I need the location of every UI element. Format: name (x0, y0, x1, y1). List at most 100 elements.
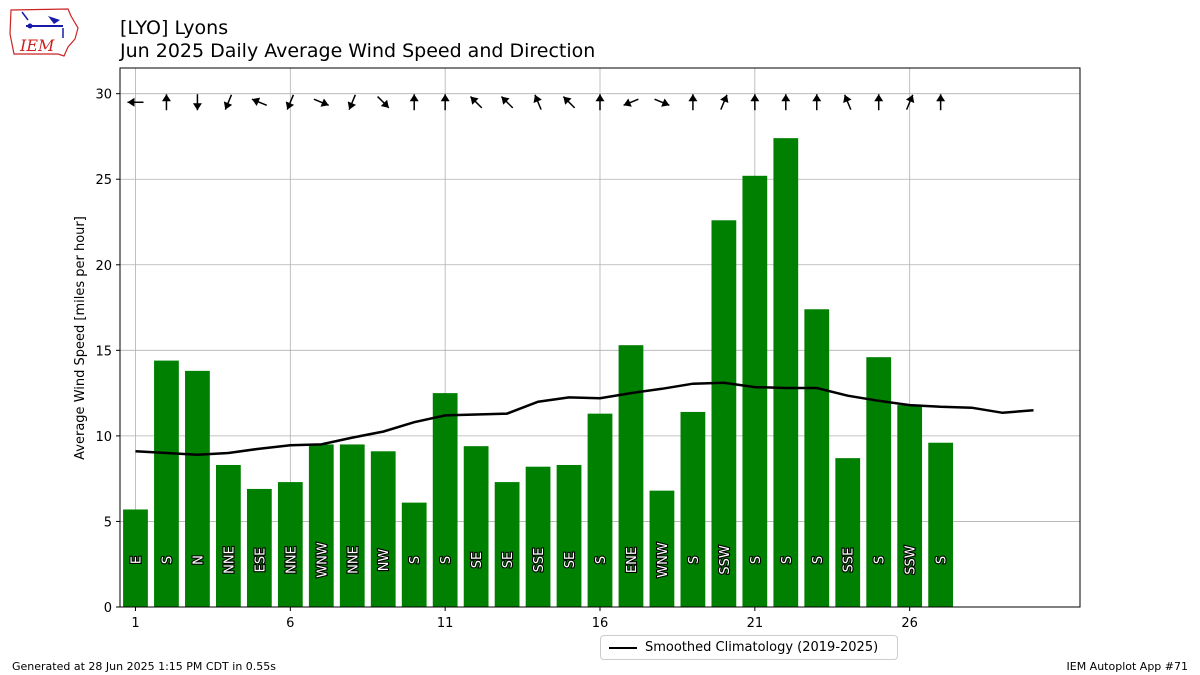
direction-label: WNW (315, 542, 330, 578)
wind-direction-arrow (595, 94, 605, 111)
arrow-head (320, 98, 329, 107)
generated-timestamp: Generated at 28 Jun 2025 1:15 PM CDT in … (12, 660, 277, 673)
arrow-head (812, 94, 822, 102)
wind-direction-arrow (192, 94, 202, 111)
wind-direction-arrow (936, 94, 946, 111)
direction-label: SE (563, 552, 578, 568)
wind-speed-bar (835, 458, 861, 607)
wind-speed-bar (804, 309, 830, 607)
arrow-head (409, 94, 419, 102)
wind-speed-bar (494, 482, 520, 607)
direction-label: NNE (346, 546, 361, 574)
arrow-head (251, 97, 261, 106)
arrow-head (936, 94, 946, 102)
y-axis-label: Average Wind Speed [miles per hour] (73, 216, 88, 460)
wind-direction-arrow (533, 94, 542, 110)
wind-speed-bar (742, 175, 768, 608)
wind-speed-bar (680, 411, 706, 607)
direction-label: S (935, 556, 950, 564)
wind-direction-arrow (781, 94, 791, 111)
chart-subtitle: Jun 2025 Daily Average Wind Speed and Di… (120, 40, 596, 62)
y-tick-label: 25 (95, 173, 112, 188)
wind-direction-arrow (623, 98, 639, 107)
arrow-head (781, 94, 791, 102)
arrow-head (380, 99, 389, 108)
wind-speed-bar (216, 464, 241, 607)
direction-label: ENE (625, 547, 640, 573)
app-credit: IEM Autoplot App #71 (1066, 660, 1189, 673)
wind-direction-arrow (720, 94, 729, 110)
chart-title: [LYO] Lyons (120, 17, 229, 39)
wind-speed-bar (339, 444, 365, 607)
climatology-line (135, 381, 1034, 456)
wind-speed-bar (711, 220, 737, 608)
iem-logo: IEM (9, 8, 79, 57)
x-tick-label: 21 (747, 616, 764, 631)
direction-label: S (749, 556, 764, 564)
wind-direction-arrow (874, 94, 884, 111)
wind-speed-bar (525, 466, 551, 607)
direction-label: SSW (904, 545, 919, 575)
direction-label: E (129, 556, 144, 564)
arrow-head (623, 98, 632, 107)
x-tick-label: 26 (901, 616, 918, 631)
arrow-head (720, 94, 729, 104)
direction-label: NNE (222, 546, 237, 574)
arrow-head (563, 96, 572, 105)
arrow-head (161, 94, 171, 102)
wind-speed-bar (618, 345, 644, 607)
arrow-head (661, 98, 670, 107)
wind-direction-arrow (654, 98, 670, 107)
direction-label: ESE (253, 548, 268, 573)
y-tick-label: 15 (95, 344, 112, 359)
arrow-head (843, 94, 852, 104)
arrow-head (595, 94, 605, 102)
direction-label: SE (470, 552, 485, 568)
wind-direction-arrow (161, 94, 171, 111)
wind-direction-arrow (562, 96, 576, 109)
arrow-head (501, 96, 510, 105)
direction-label: S (439, 556, 454, 564)
arrow-head (470, 96, 479, 105)
direction-label: SSE (842, 548, 857, 573)
direction-label: S (408, 556, 423, 564)
x-tick-label: 6 (286, 616, 294, 631)
arrow-head (347, 101, 357, 110)
arrow-head (440, 94, 450, 102)
x-tick-label: 16 (592, 616, 609, 631)
arrow-head (192, 103, 202, 111)
wind-speed-bar (432, 393, 458, 607)
wind-direction-arrow (223, 94, 233, 110)
wind-speed-bar (928, 442, 954, 607)
wind-direction-arrow (440, 94, 450, 111)
wind-speed-bar (587, 413, 613, 607)
arrow-head (750, 94, 760, 102)
direction-label: SSW (718, 545, 733, 575)
direction-label: WNW (656, 542, 671, 578)
legend-climatology-label: Smoothed Climatology (2019-2025) (645, 640, 879, 655)
direction-label: NNE (284, 546, 299, 574)
wind-direction-arrow (688, 94, 698, 111)
wind-direction-arrow (469, 96, 483, 109)
wind-speed-bar (308, 444, 334, 607)
arrow-head (223, 101, 233, 110)
wind-speed-bar (370, 451, 396, 607)
arrow-head (127, 97, 135, 107)
wind-speed-bar (154, 360, 179, 607)
wind-speed-bar (649, 490, 675, 607)
wind-direction-arrow (347, 94, 357, 110)
direction-label: SSE (532, 548, 547, 573)
wind-speed-bar (246, 488, 272, 607)
direction-label: S (160, 556, 175, 564)
direction-label: S (780, 556, 795, 564)
direction-label: S (873, 556, 888, 564)
wind-direction-arrow (251, 97, 268, 106)
x-tick-label: 11 (437, 616, 454, 631)
wind-direction-arrow (750, 94, 760, 111)
y-tick-label: 30 (95, 88, 112, 103)
y-tick-label: 5 (104, 515, 112, 530)
arrow-head (688, 94, 698, 102)
direction-label: S (687, 556, 702, 564)
wind-speed-bar (773, 138, 799, 607)
